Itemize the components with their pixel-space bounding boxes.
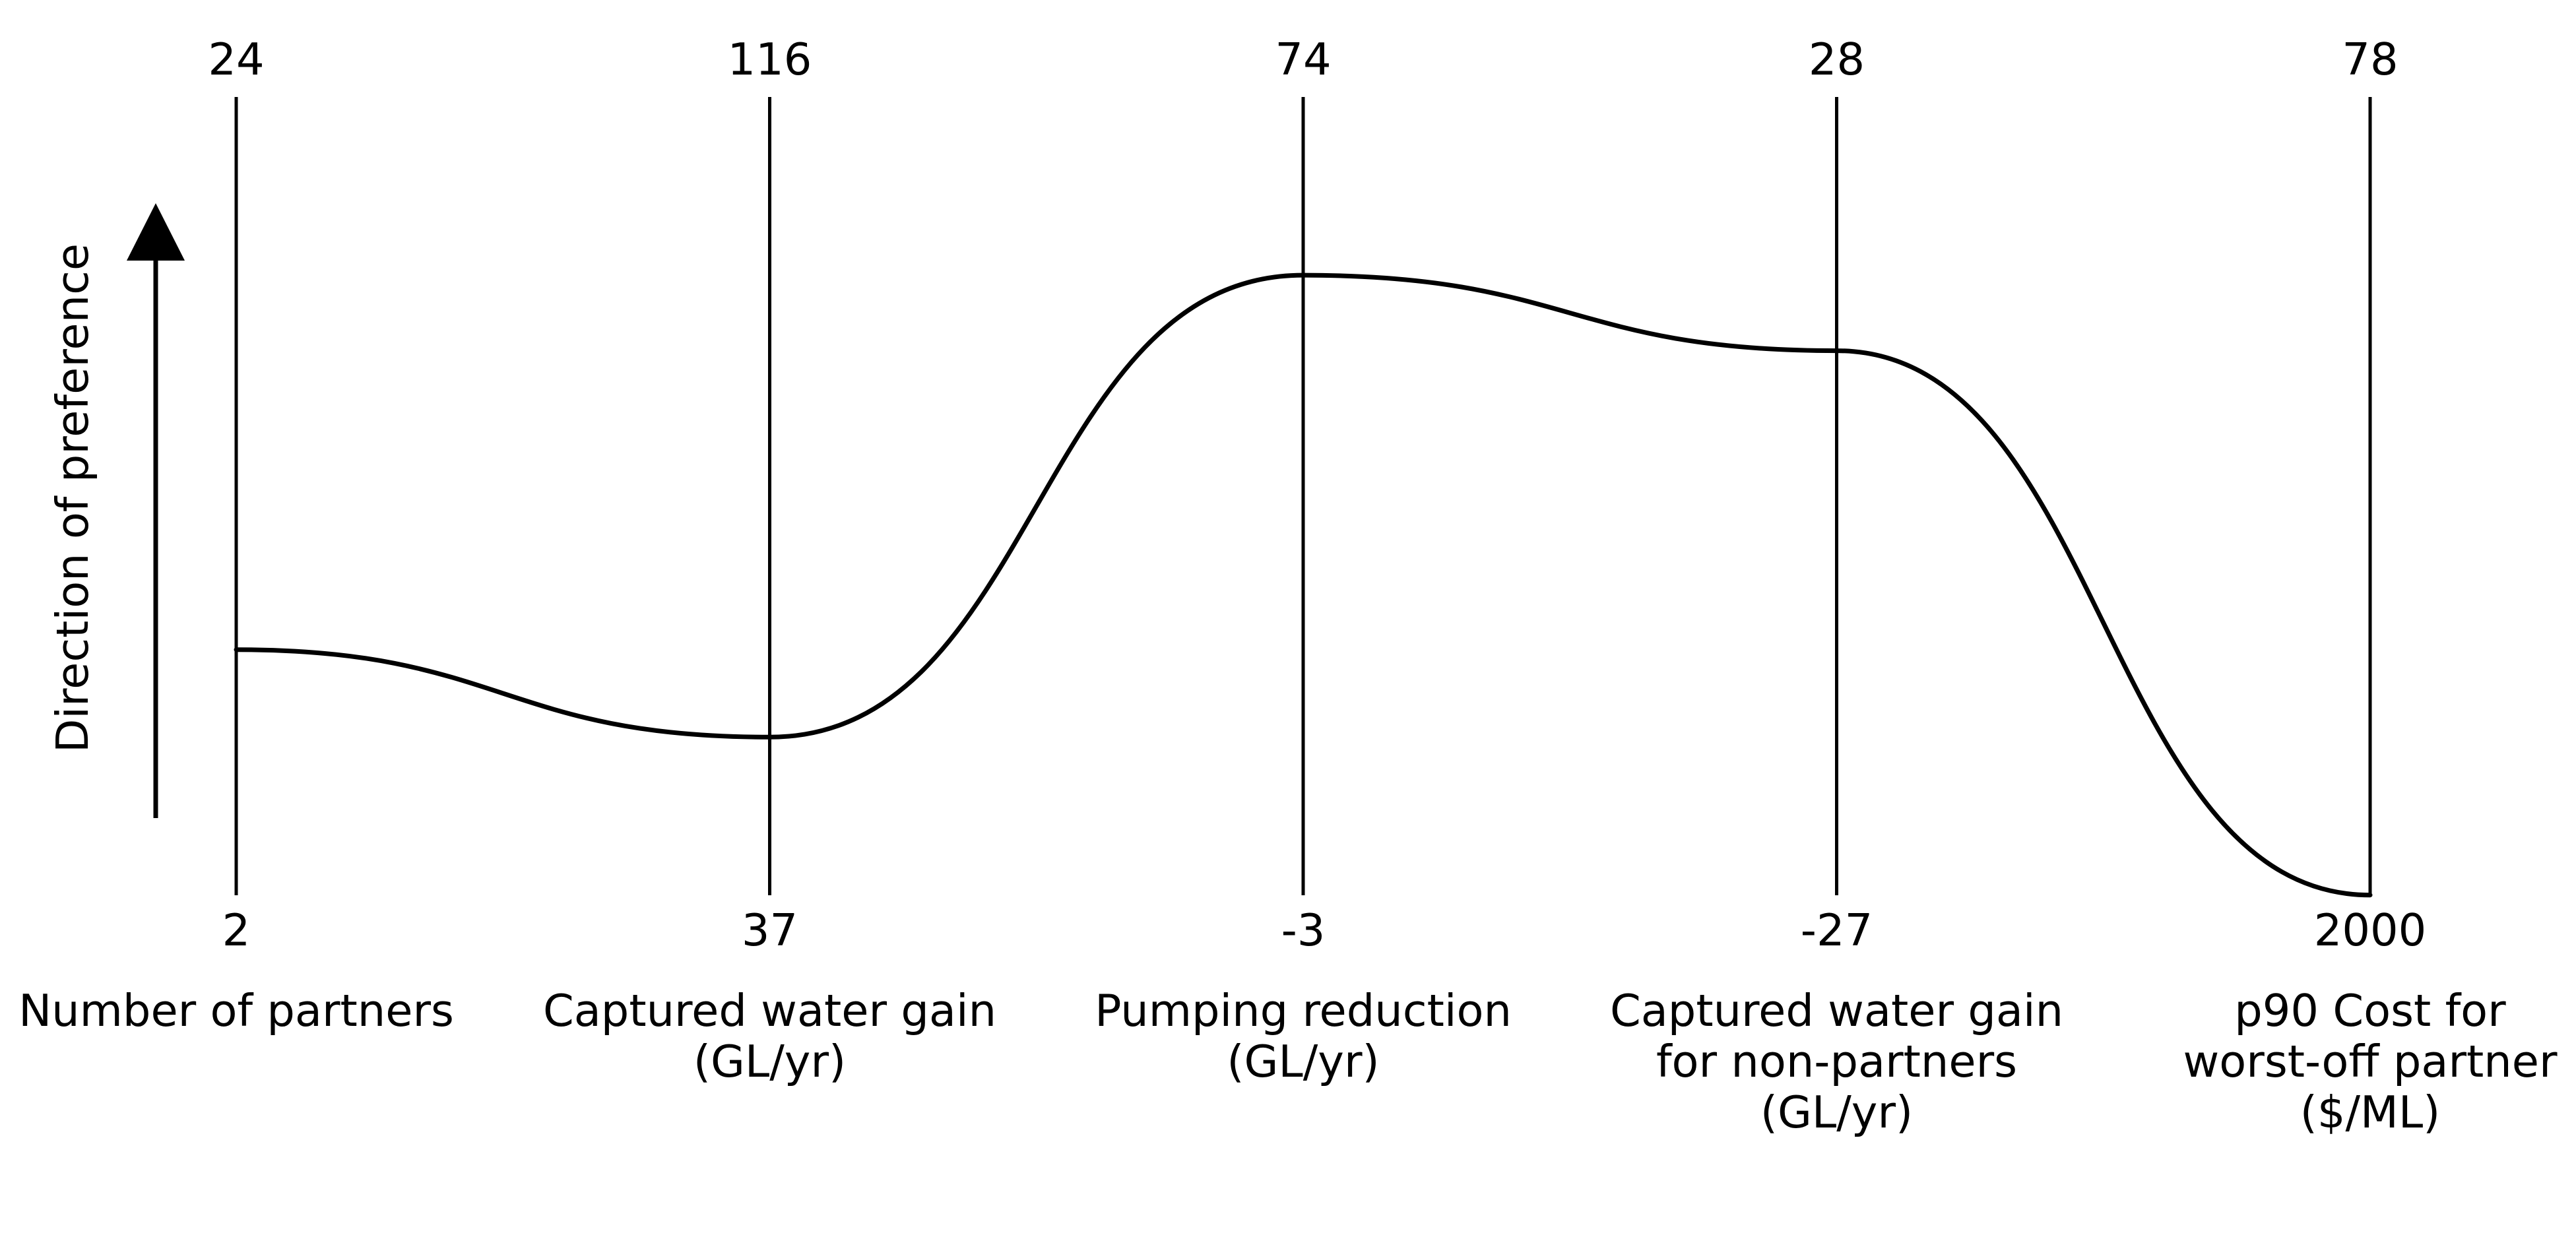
axis-title-line: (GL/yr) [693,1036,846,1087]
axis-bottom-tick-label: 2 [222,904,251,956]
axis-3: 74 -3 Pumping reduction(GL/yr) [1095,34,1512,1087]
preference-arrow-head [127,203,185,261]
axis-1: 24 2 Number of partners [18,34,454,1036]
preference-indicator: Direction of preference [47,203,185,818]
series-line [234,272,2373,898]
axis-top-tick-label: 116 [728,34,812,85]
axis-top-tick-label: 74 [1275,34,1331,85]
preference-label: Direction of preference [47,243,98,753]
axis-title-line: Pumping reduction [1095,985,1512,1036]
axis-title-line: p90 Cost for [2234,985,2506,1036]
series-layer [234,272,2373,898]
axes-layer: 24 2 Number of partners 116 37 Captured water… [18,34,2558,1138]
axis-top-tick-label: 78 [2342,34,2398,85]
axis-bottom-tick-label: -27 [1801,904,1873,956]
axis-bottom-tick-label: 2000 [2314,904,2427,956]
axis-bottom-tick-label: -3 [1281,904,1326,956]
axis-top-tick-label: 28 [1809,34,1865,85]
axis-title-line: for non-partners [1656,1036,2017,1087]
axis-title-line: (GL/yr) [1227,1036,1379,1087]
axis-top-tick-label: 24 [208,34,264,85]
axis-bottom-tick-label: 37 [742,904,798,956]
axis-title-line: Captured water gain [1610,985,2063,1036]
axis-title-line: ($/ML) [2300,1087,2441,1138]
axis-title-line: (GL/yr) [1760,1087,1913,1138]
axis-title-line: Captured water gain [543,985,996,1036]
axis-title-line: worst-off partner [2183,1036,2557,1087]
axis-2: 116 37 Captured water gain(GL/yr) [543,34,996,1087]
axis-title-line: Number of partners [18,985,454,1036]
